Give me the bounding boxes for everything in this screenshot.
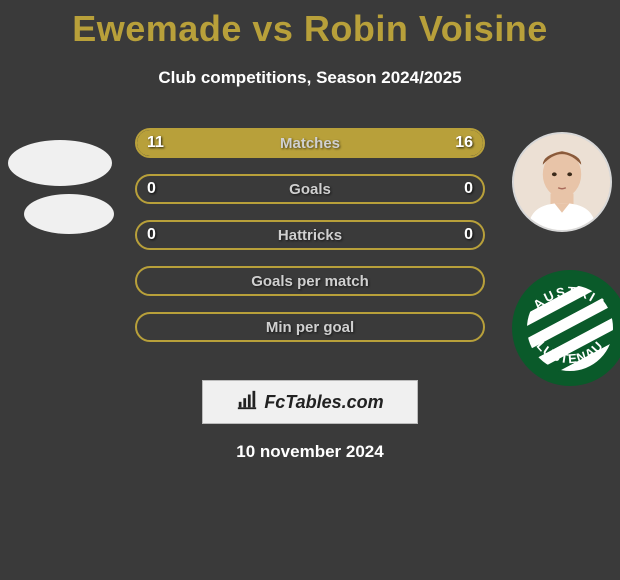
subtitle: Club competitions, Season 2024/2025 <box>0 68 620 88</box>
stat-value-left: 11 <box>147 134 164 152</box>
stat-label: Goals <box>289 181 331 198</box>
player-right-avatar <box>512 132 612 232</box>
stat-row: 0 Hattricks 0 <box>135 220 485 250</box>
comparison-panel: AUSTRIA LUSTENAU 11 Matches 16 0 Goals 0 0 Hatt… <box>0 128 620 462</box>
badge-text: FcTables.com <box>264 392 383 413</box>
stat-label: Matches <box>280 135 340 152</box>
page-title: Ewemade vs Robin Voisine <box>0 0 620 50</box>
stat-value-right: 0 <box>464 226 473 244</box>
player-left-avatar-placeholder-1 <box>8 140 112 186</box>
stat-rows: 11 Matches 16 0 Goals 0 0 Hattricks 0 Goals per m… <box>135 128 485 342</box>
stat-value-left: 0 <box>147 180 156 198</box>
stat-label: Goals per match <box>251 273 369 290</box>
stat-row: Goals per match <box>135 266 485 296</box>
stat-value-right: 0 <box>464 180 473 198</box>
date-text: 10 november 2024 <box>0 442 620 462</box>
player-left-avatar-placeholder-2 <box>24 194 114 234</box>
stat-value-right: 16 <box>455 134 473 152</box>
fctables-badge[interactable]: FcTables.com <box>202 380 418 424</box>
chart-icon <box>236 389 258 416</box>
stat-label: Hattricks <box>278 227 342 244</box>
stat-row: 11 Matches 16 <box>135 128 485 158</box>
club-right-logo: AUSTRIA LUSTENAU <box>510 268 620 388</box>
stat-row: Min per goal <box>135 312 485 342</box>
stat-value-left: 0 <box>147 226 156 244</box>
stat-row: 0 Goals 0 <box>135 174 485 204</box>
stat-label: Min per goal <box>266 319 354 336</box>
